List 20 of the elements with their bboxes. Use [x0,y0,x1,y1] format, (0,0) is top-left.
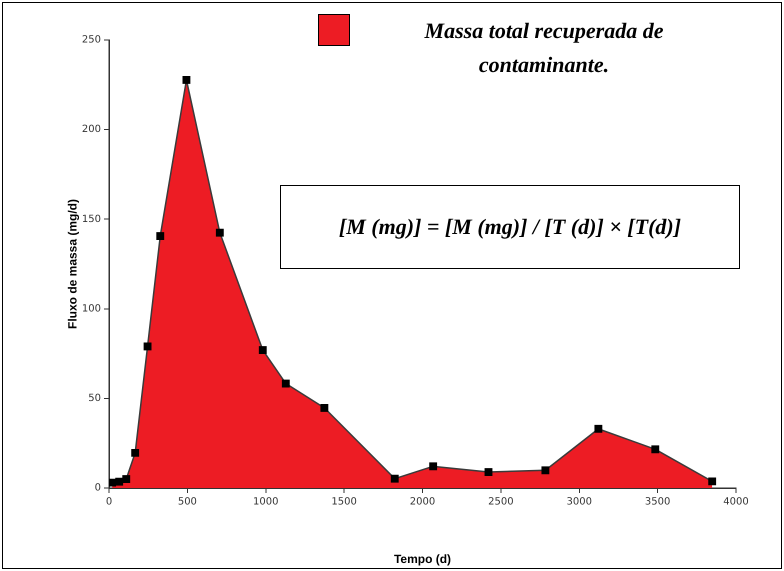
y-tick-label: 250 [82,34,101,46]
x-axis-title: Tempo (d) [394,552,452,566]
x-tick-label: 500 [178,496,197,508]
y-tick-label: 200 [82,124,101,136]
y-tick-label: 0 [94,482,101,494]
x-tick-label: 1000 [253,496,278,508]
x-tick-label: 1500 [331,496,357,508]
text: Massa total recuperada de contaminante. [423,17,664,79]
text-box: [M (mg)] = [M (mg)] / [T (d)] × [T(d)] [280,185,740,269]
y-tick-label: 150 [82,214,101,225]
x-tick-label: 2000 [410,496,436,508]
x-tick-label: 4000 [723,496,749,508]
annotation: [M (mg)] = [M (mg)] / [T (d)] × [T(d)] [338,214,682,240]
y-tick-label: 50 [88,392,101,404]
x-tick-label: 3000 [566,496,592,508]
x-tick-label: 3500 [644,496,670,508]
x-tick-label: 0 [106,496,112,508]
y-axis-title: Fluxo de massa (mg/d) [66,198,80,330]
y-tick-label: 100 [82,303,101,314]
x-tick-label: 2500 [488,496,514,508]
